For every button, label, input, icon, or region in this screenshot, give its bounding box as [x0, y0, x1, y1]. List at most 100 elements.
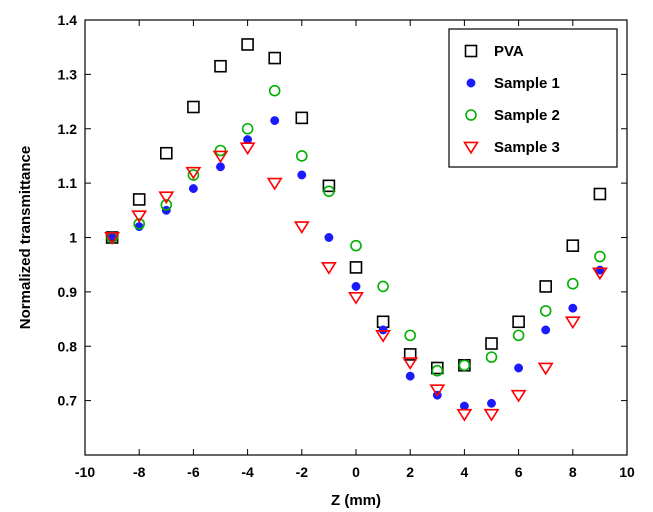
series-3 [104, 142, 608, 422]
y-tick-label: 1 [69, 230, 77, 246]
y-axis-label: Normalized transmittance [17, 146, 34, 329]
data-point [320, 262, 337, 275]
x-tick-label: -2 [296, 464, 309, 480]
x-tick-label: 0 [352, 464, 360, 480]
data-point [185, 166, 202, 180]
legend-marker [466, 78, 476, 88]
data-point [403, 348, 417, 361]
legend-marker [464, 44, 478, 58]
data-point [405, 371, 415, 381]
legend-marker [465, 109, 477, 121]
data-point [485, 337, 498, 350]
data-point [349, 261, 363, 274]
series-2 [106, 84, 606, 377]
data-point [539, 280, 553, 293]
data-point [378, 325, 388, 335]
legend-label: Sample 2 [494, 107, 560, 124]
data-point [404, 329, 417, 342]
y-tick-label: 0.7 [58, 393, 78, 409]
data-point [216, 162, 225, 172]
x-tick-label: -8 [133, 464, 146, 480]
series-1 [107, 116, 605, 411]
data-point [268, 51, 282, 65]
data-point [377, 280, 389, 293]
data-point [270, 116, 280, 126]
y-axis: 0.7 0.8 0.9 1 1.1 1.2 1.3 1.4 [58, 12, 627, 409]
x-axis: -10 -8 -6 -4 -2 0 2 4 6 8 10 [75, 20, 635, 480]
data-point [133, 218, 145, 230]
data-point [131, 210, 148, 224]
data-point [158, 191, 175, 205]
data-point [566, 277, 579, 290]
data-point [295, 111, 309, 125]
data-point [594, 250, 606, 263]
legend: PVA Sample 1 Sample 2 Sample 3 [448, 28, 618, 168]
data-point [512, 329, 525, 342]
x-tick-label: 10 [619, 464, 635, 480]
y-tick-label: 1.4 [58, 12, 78, 28]
y-tick-label: 1.2 [58, 121, 78, 137]
legend-label: Sample 3 [494, 139, 560, 156]
legend-label: Sample 1 [494, 75, 560, 92]
y-tick-label: 1.1 [58, 175, 78, 191]
x-tick-label: 8 [569, 464, 577, 480]
x-tick-label: -6 [187, 464, 200, 480]
data-point [322, 179, 336, 193]
data-series [104, 38, 608, 422]
data-point [297, 170, 307, 180]
data-point [430, 361, 444, 375]
data-point [402, 357, 419, 370]
data-point [458, 359, 471, 372]
data-point [323, 185, 335, 198]
data-point [241, 122, 254, 135]
x-tick-label: -10 [75, 464, 95, 480]
data-point [214, 59, 227, 73]
data-point [512, 315, 525, 329]
data-point [485, 351, 498, 363]
data-point [160, 146, 173, 160]
data-point [104, 232, 121, 245]
data-point [187, 100, 200, 114]
data-point [295, 150, 308, 162]
data-point [487, 398, 496, 408]
data-point [591, 267, 608, 281]
data-point [212, 150, 229, 164]
data-point [431, 364, 444, 377]
data-point [132, 193, 146, 206]
x-tick-label: 2 [406, 464, 414, 480]
data-point [188, 184, 198, 194]
x-axis-label: Z (mm) [331, 492, 381, 509]
legend-label: PVA [494, 43, 524, 60]
data-point [324, 233, 334, 242]
x-tick-label: -4 [241, 464, 254, 480]
data-point [239, 142, 256, 156]
data-point [564, 316, 581, 330]
data-point [566, 239, 580, 252]
data-point [351, 281, 361, 291]
data-point [214, 144, 227, 157]
x-tick-label: 6 [515, 464, 523, 480]
data-point [456, 408, 473, 422]
data-point [537, 362, 554, 376]
data-point [483, 408, 500, 422]
x-tick-label: 4 [461, 464, 469, 480]
data-point [160, 199, 173, 211]
data-point [241, 38, 254, 51]
y-tick-label: 0.9 [58, 284, 78, 300]
data-point [539, 305, 552, 317]
data-point [348, 291, 364, 305]
data-point [375, 330, 392, 343]
y-tick-label: 0.8 [58, 338, 78, 354]
data-point [266, 177, 283, 191]
data-point [268, 84, 281, 97]
data-point [593, 187, 607, 201]
data-point [350, 239, 362, 252]
legend-marker [463, 141, 479, 155]
y-tick-label: 1.3 [58, 66, 78, 82]
data-point [429, 384, 446, 398]
data-point [568, 303, 578, 313]
data-point [510, 389, 527, 403]
data-point [514, 363, 524, 373]
data-point [187, 169, 200, 181]
